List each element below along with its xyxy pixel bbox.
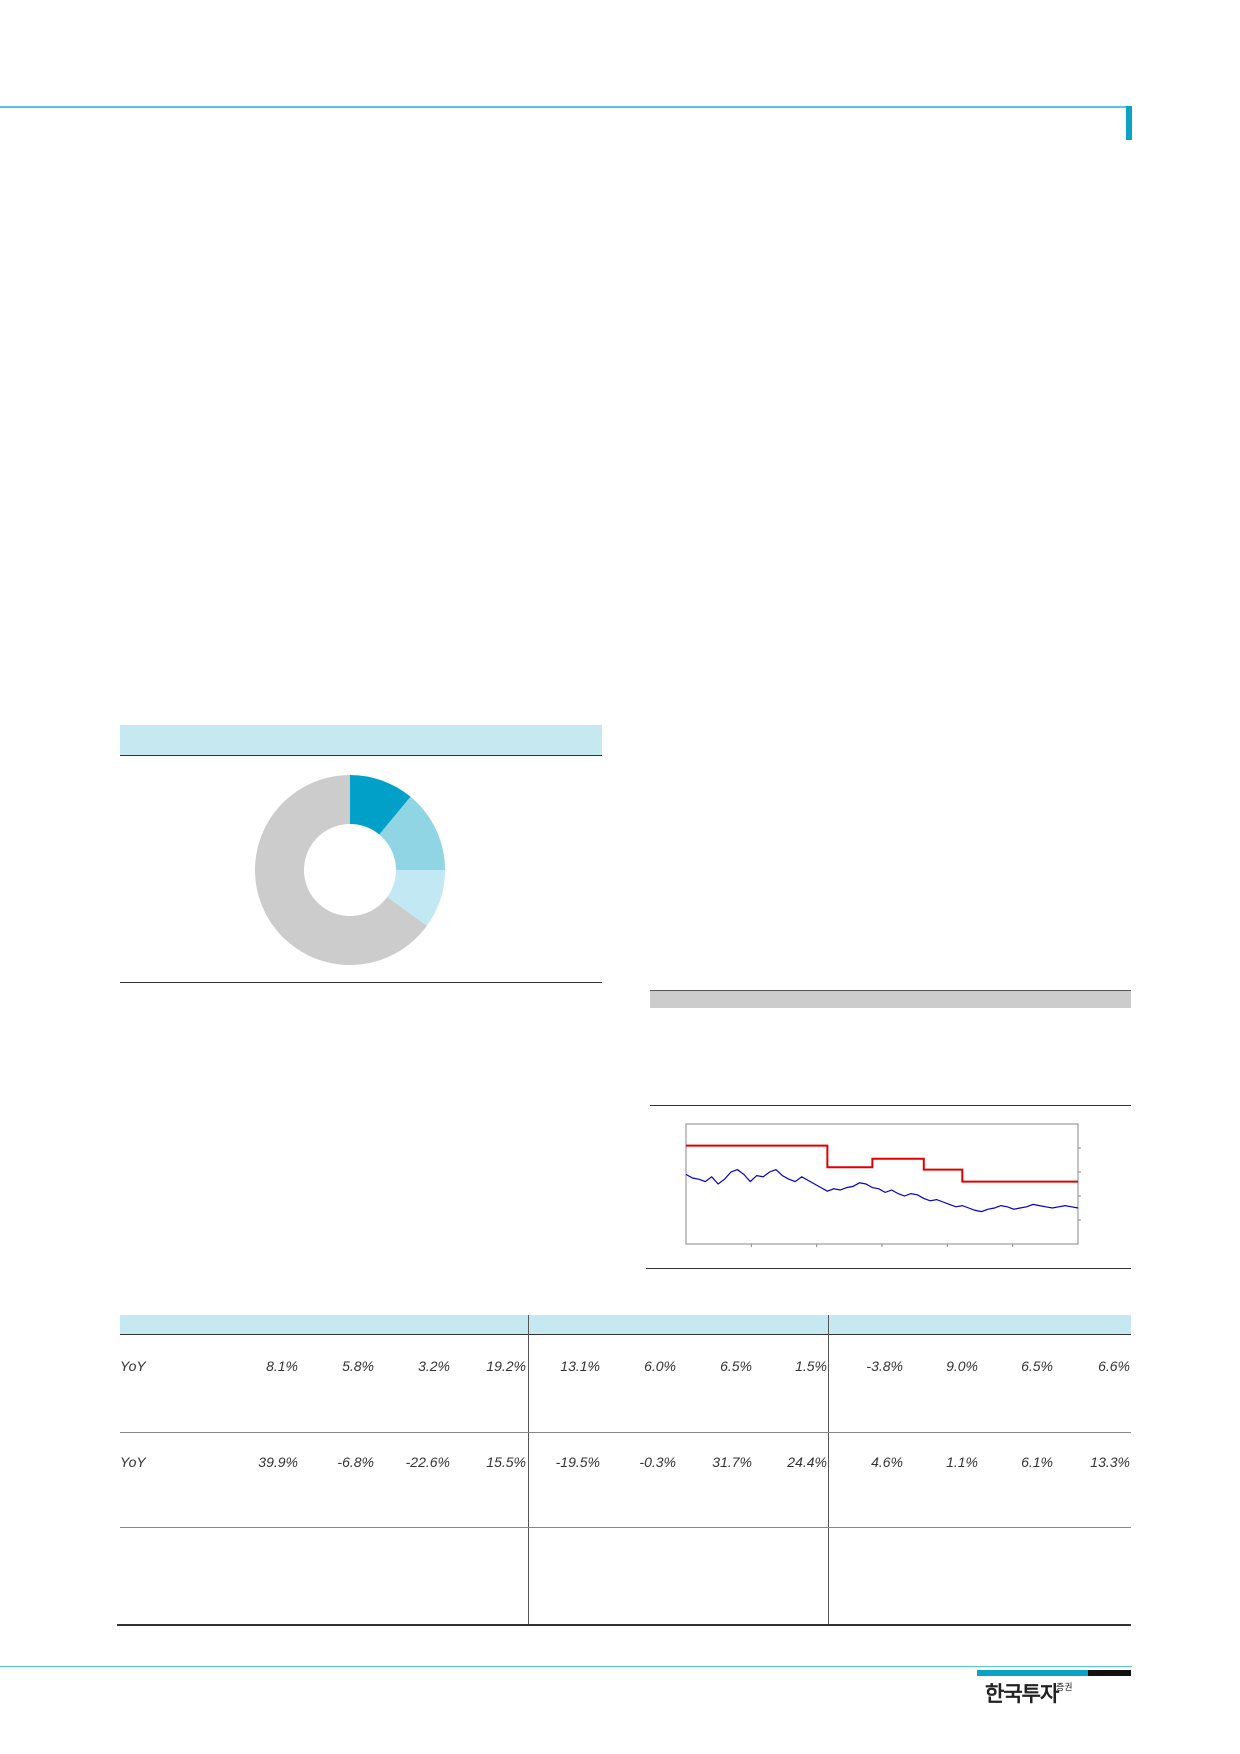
brand-logo-suffix: 증권 [1056,1683,1073,1693]
target-price-line [686,1144,1078,1183]
table-cell: 9.0% [946,1358,978,1374]
table-cell: 3.2% [418,1358,450,1374]
table-cell: 6.6% [1098,1358,1130,1374]
table-header-group-2 [529,1315,828,1334]
table-header-rule [120,1334,1131,1335]
brand-logo-name: 한국투자 [985,1682,1059,1706]
table-cell: 6.0% [644,1358,676,1374]
row-label: YoY [120,1358,146,1374]
table-cell: 5.8% [342,1358,374,1374]
price-chart-top-rule [650,1105,1131,1106]
donut-chart-bottom-rule [120,982,602,983]
table-cell: -3.8% [866,1358,903,1374]
table-cell: 39.9% [258,1454,298,1470]
table-bottom-rule [117,1624,1131,1626]
table-cell: 1.5% [795,1358,827,1374]
brand-bar-accent [977,1670,1088,1676]
table-header-group-3 [829,1315,1131,1334]
table-cell: -6.8% [337,1454,374,1470]
table-cell: 24.4% [787,1454,827,1470]
table-cell: 13.1% [560,1358,600,1374]
table-divider-1 [528,1315,529,1625]
table-cell: 6.1% [1021,1454,1053,1470]
table-cell: 4.6% [871,1454,903,1470]
price-chart-header-rule [650,990,1131,991]
row-label: YoY [120,1454,146,1470]
price-chart [685,1123,1081,1247]
header-tab-marker [1126,106,1132,140]
plot-frame [685,1123,1079,1245]
donut-slice [387,870,445,926]
table-cell: -19.5% [555,1454,600,1470]
donut-slice [379,796,445,870]
table-cell: 1.1% [946,1454,978,1470]
header-rule [0,106,1132,108]
table-row-divider [120,1432,1131,1433]
donut-chart [255,775,445,965]
footer-rule [0,1666,1132,1667]
share-price-line [685,1168,1079,1213]
donut-chart-top-rule [120,755,602,756]
donut-chart-header [120,725,602,755]
table-row-divider [120,1527,1131,1528]
brand-bar-dark [1088,1670,1131,1676]
table-header-group-1 [120,1315,528,1334]
donut-slice [350,775,411,835]
table-cell: 15.5% [486,1454,526,1470]
table-divider-2 [828,1315,829,1625]
table-cell: -22.6% [405,1454,450,1470]
table-cell: 6.5% [720,1358,752,1374]
table-cell: -0.3% [639,1454,676,1470]
table-cell: 13.3% [1090,1454,1130,1470]
donut-slice [255,775,427,965]
table-cell: 6.5% [1021,1358,1053,1374]
price-chart-bottom-rule [646,1268,1131,1269]
table-cell: 31.7% [712,1454,752,1470]
table-cell: 8.1% [266,1358,298,1374]
price-chart-header [650,990,1131,1008]
table-cell: 19.2% [486,1358,526,1374]
